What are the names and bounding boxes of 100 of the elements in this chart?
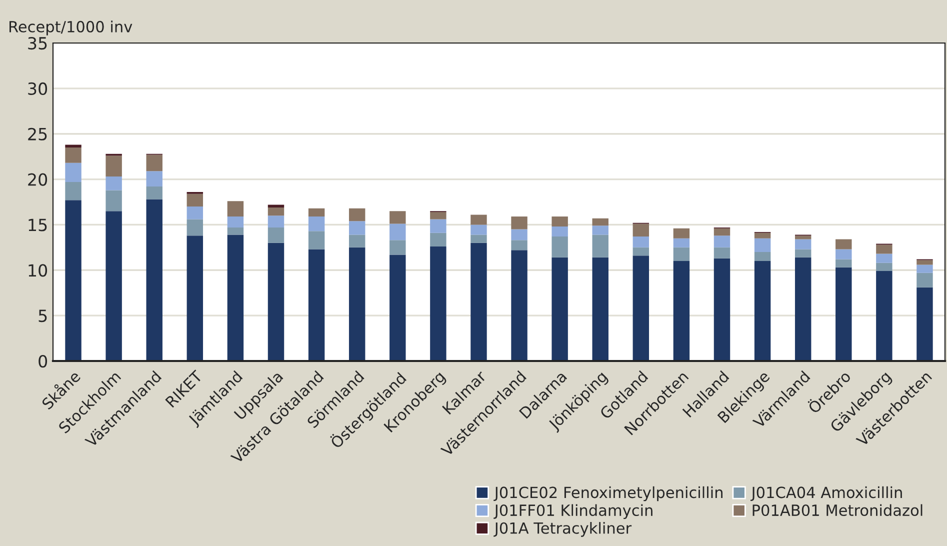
bar bbox=[552, 257, 568, 361]
y-tick-label: 15 bbox=[28, 218, 47, 232]
bar bbox=[227, 201, 244, 217]
bar bbox=[186, 236, 204, 361]
bar bbox=[146, 186, 162, 200]
bar bbox=[916, 260, 933, 265]
bar bbox=[836, 267, 852, 361]
bar bbox=[592, 234, 608, 258]
bar bbox=[348, 221, 366, 235]
bar bbox=[348, 208, 366, 222]
bar bbox=[65, 147, 82, 163]
legend-label: J01CA04 Amoxicillin bbox=[750, 486, 902, 502]
bar bbox=[592, 226, 608, 235]
bar bbox=[511, 216, 528, 230]
bar bbox=[390, 240, 406, 255]
bar bbox=[592, 218, 608, 226]
y-tick-label: 0 bbox=[38, 354, 48, 368]
bar bbox=[794, 236, 812, 240]
bar bbox=[754, 252, 771, 262]
bar bbox=[916, 272, 933, 288]
bar bbox=[836, 239, 852, 250]
y-tick-label: 35 bbox=[28, 36, 47, 50]
bar bbox=[673, 247, 690, 262]
bar bbox=[146, 199, 162, 361]
bar bbox=[876, 244, 892, 254]
bar bbox=[470, 214, 487, 225]
bar bbox=[470, 224, 487, 235]
bar bbox=[268, 242, 284, 361]
bar bbox=[268, 207, 284, 216]
bar bbox=[227, 234, 244, 361]
bar bbox=[876, 262, 892, 272]
bar bbox=[348, 234, 366, 248]
bar bbox=[430, 246, 446, 361]
bar bbox=[186, 219, 204, 236]
bar bbox=[876, 271, 892, 361]
y-tick-label: 10 bbox=[28, 264, 48, 277]
bar bbox=[754, 238, 771, 252]
bar bbox=[511, 229, 528, 240]
bar bbox=[65, 182, 82, 200]
bar bbox=[390, 224, 406, 240]
bar bbox=[632, 224, 650, 237]
bar bbox=[268, 227, 284, 243]
y-tick-label: 30 bbox=[28, 82, 48, 95]
bar bbox=[794, 257, 812, 361]
bar bbox=[390, 211, 406, 224]
bar bbox=[916, 287, 933, 361]
bar bbox=[106, 156, 122, 177]
bar bbox=[308, 249, 325, 361]
bar bbox=[714, 258, 730, 361]
bar bbox=[106, 211, 122, 361]
bar bbox=[632, 256, 650, 361]
bar bbox=[308, 208, 325, 217]
bar bbox=[552, 226, 568, 237]
bar bbox=[754, 261, 771, 361]
legend-label: P01AB01 Metronidazol bbox=[752, 504, 922, 516]
bar bbox=[794, 239, 812, 250]
bar bbox=[714, 247, 730, 258]
bar bbox=[65, 144, 82, 148]
bar bbox=[106, 190, 122, 212]
bar bbox=[754, 232, 771, 238]
bar bbox=[65, 162, 82, 182]
bar bbox=[106, 176, 122, 190]
bar bbox=[227, 216, 244, 228]
bar bbox=[348, 247, 366, 361]
bar bbox=[186, 194, 204, 207]
bar bbox=[714, 236, 730, 248]
bar bbox=[308, 216, 325, 232]
bar bbox=[268, 204, 284, 208]
bar bbox=[65, 200, 82, 361]
bar bbox=[794, 249, 812, 258]
bar bbox=[186, 206, 204, 220]
y-tick-label: 25 bbox=[28, 128, 47, 140]
bar bbox=[308, 231, 325, 250]
bar bbox=[592, 257, 608, 361]
bar bbox=[916, 264, 933, 273]
y-tick-label: 5 bbox=[38, 310, 47, 322]
y-axis-title: Recept/1000 inv bbox=[10, 20, 132, 36]
bar bbox=[552, 236, 568, 258]
bar bbox=[430, 219, 446, 233]
bar bbox=[470, 234, 487, 243]
bar bbox=[227, 227, 244, 235]
bar bbox=[673, 261, 690, 361]
bar bbox=[146, 171, 162, 187]
bar bbox=[552, 216, 568, 227]
bar bbox=[268, 216, 284, 228]
bar bbox=[511, 240, 528, 250]
bar bbox=[673, 228, 690, 238]
bar bbox=[836, 249, 852, 260]
bar bbox=[470, 242, 487, 361]
bar bbox=[836, 259, 852, 268]
bar bbox=[714, 228, 730, 236]
bar bbox=[632, 236, 650, 248]
bar bbox=[430, 232, 446, 247]
bar bbox=[511, 250, 528, 361]
bar bbox=[390, 254, 406, 361]
bar bbox=[632, 247, 650, 256]
bar bbox=[146, 154, 162, 172]
y-tick-label: 20 bbox=[28, 173, 48, 186]
legend-label: J01CE02 Fenoximetylpenicillin bbox=[494, 486, 722, 502]
legend-label: J01A Tetracykliner bbox=[494, 522, 632, 537]
